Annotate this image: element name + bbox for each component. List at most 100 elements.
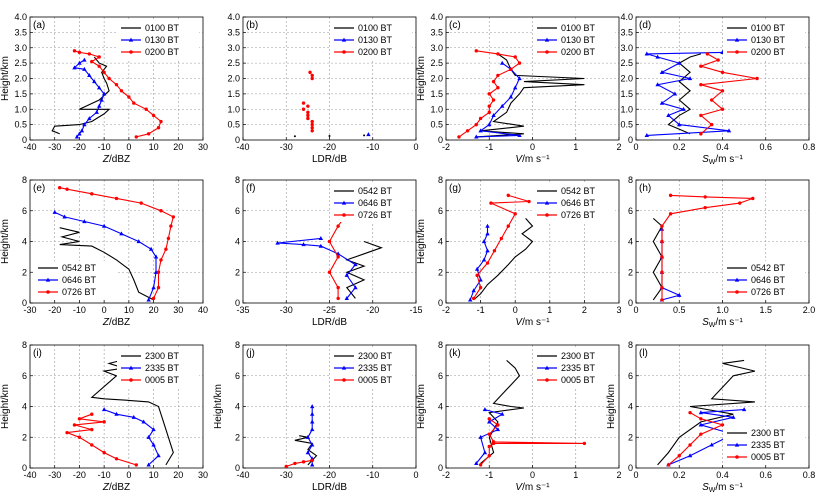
legend-label: 0130 BT [145,35,180,45]
data-point [720,89,725,93]
series-line [458,50,521,138]
data-point [301,242,306,247]
y-tick-label: 0 [628,463,633,473]
data-point [353,262,358,267]
data-point [94,109,99,114]
x-axis-label: V/m s⁻¹ [515,482,550,493]
legend-label: 2300 BT [358,351,393,361]
legend-label: 0542 BT [62,263,97,273]
legend-label: 0200 BT [561,47,596,57]
data-point [72,65,77,70]
data-point [363,134,366,137]
y-tick-label: 2.5 [227,58,240,68]
y-tick-label: 0 [628,135,633,145]
data-point [478,128,483,133]
x-tick-label: 0.2 [673,142,686,152]
y-tick-label: 1.0 [227,104,240,114]
data-point [687,453,693,458]
data-point [672,91,678,96]
data-point [660,270,664,274]
data-point [97,55,101,59]
series-line [59,187,174,299]
data-point [485,223,490,228]
y-tick-label: 2 [235,432,240,442]
data-point [336,224,340,228]
y-tick-label: 4 [628,402,633,412]
data-point [751,196,755,201]
y-tick-label: 4 [22,237,27,247]
data-point [496,86,500,90]
data-point [471,288,476,293]
x-tick-label: 1 [573,142,578,152]
legend-label: 0130 BT [751,35,786,45]
legend: 0542 BT 0646 BT 0726 BT [533,184,615,222]
data-point [474,134,479,139]
legend-label: 0130 BT [358,35,393,45]
data-point [699,417,703,421]
x-tick-label: 20 [149,305,159,315]
series-line [657,359,756,466]
x-tick-label: -30 [280,142,293,152]
y-tick-label: 2 [235,267,240,277]
y-tick-label: 0 [22,298,27,308]
data-point [668,193,673,198]
series-line [286,459,313,468]
data-point [97,85,102,90]
legend-label: 0542 BT [751,263,786,273]
x-tick-label: -10 [98,142,111,152]
legend-label: 0726 BT [358,210,393,220]
legend-marker [128,37,134,42]
data-point [677,292,682,297]
x-axis-label: SW/m s⁻¹ [702,482,743,494]
data-point [310,404,315,409]
y-tick-label: 4 [438,237,443,247]
x-axis-label: LDR/dB [312,317,347,328]
y-tick-label: 2.0 [430,74,443,84]
y-tick-label: 2.5 [620,58,633,68]
x-tick-label: 10 [149,142,159,152]
series-line [668,409,745,466]
y-tick-label: 2 [22,267,27,277]
x-tick-label: -20 [73,142,86,152]
y-tick-label: 1.0 [14,104,27,114]
y-tick-label: 2 [438,432,443,442]
data-point [699,432,703,436]
plot-area [51,49,163,139]
x-tick-label: 0 [413,142,418,152]
data-point [344,295,349,300]
data-point [146,434,151,439]
y-tick-label: 4.0 [620,12,633,22]
data-point [506,224,510,228]
data-point [310,458,314,463]
legend: 2300 BT 2335 BT 0005 BT [533,349,615,387]
x-tick-label: -25 [323,305,336,315]
y-tick-label: 6 [628,371,633,381]
data-point [74,134,80,139]
data-point [703,195,707,199]
x-tick-label: -10 [98,470,111,480]
x-tick-label: 0 [530,142,535,152]
data-point [119,89,124,93]
y-tick-label: 0 [22,463,27,473]
data-point [688,443,692,447]
data-point [102,420,106,424]
series-line [667,53,702,135]
x-tick-label: 0 [126,142,131,152]
x-tick-label: -1 [485,470,493,480]
data-point [478,277,483,282]
data-point [151,285,156,290]
x-tick-label: 0 [530,470,535,480]
legend: 0542 BT 0646 BT 0726 BT [34,261,116,299]
y-tick-label: 4.0 [14,12,27,22]
data-point [101,91,107,96]
x-tick-label: 10 [124,305,134,315]
x-tick-label: 10 [149,470,159,480]
panel-i: -40 -30 -20 -10 0 10 20 30 0 2 4 6 8 Z/dBZ Height/km (i… [0,340,208,493]
legend-label: 0100 BT [561,23,596,33]
data-point [301,460,306,464]
y-tick-label: 8 [438,175,443,185]
x-tick-label: 0.8 [803,142,816,152]
legend-marker [129,50,133,54]
y-tick-label: 6 [628,206,633,216]
